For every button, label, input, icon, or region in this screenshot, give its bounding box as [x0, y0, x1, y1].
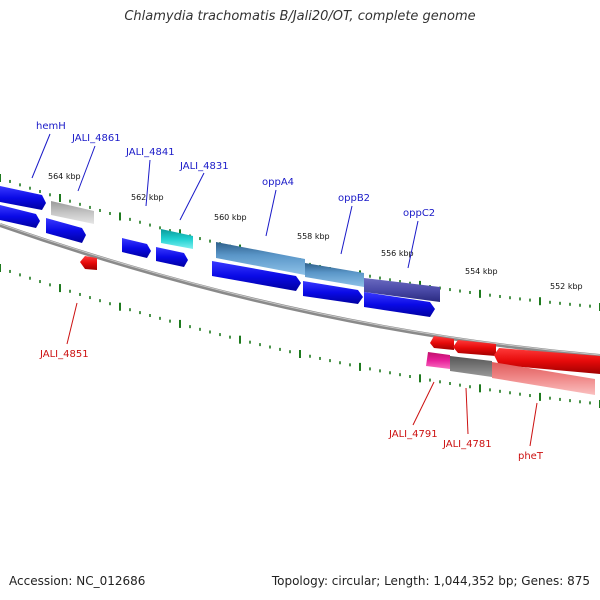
kbp-label: 560 kbp: [214, 213, 247, 222]
gene-block-JALI_4831-lane2: [156, 247, 188, 267]
leader-line: [179, 172, 205, 221]
leader-line: [145, 159, 151, 207]
kbp-scale-labels: 564 kbp 562 kbp 560 kbp 558 kbp 556 kbp …: [48, 172, 583, 291]
kbp-label: 558 kbp: [297, 232, 330, 241]
leader-line: [340, 205, 353, 255]
gene-block-oppB2-lane2: [303, 281, 363, 304]
gene-block-oppC2-lane2: [364, 292, 435, 317]
gene-block-JALI_4841: [122, 238, 151, 258]
gene-block-JALI_4781-lane2: [450, 356, 492, 377]
leader-line: [66, 302, 78, 345]
leader-line: [529, 402, 538, 447]
leader-line: [265, 189, 277, 237]
gene-block-oppA4: [216, 242, 305, 275]
gene-label-JALI_4861: JALI_4861: [71, 133, 121, 144]
genome-backbone: [0, 223, 600, 358]
gene-block-pheT-lane2: [492, 362, 595, 395]
gene-block-JALI_4841-lane2: [46, 218, 86, 243]
kbp-label: 554 kbp: [465, 267, 498, 276]
genome-stats-label: Topology: circular; Length: 1,044,352 bp…: [271, 574, 590, 588]
gene-block-JALI_4791: [430, 336, 454, 350]
leader-line: [31, 133, 51, 179]
leader-line: [465, 387, 469, 435]
gene-block-hemH-lane1: [0, 186, 46, 210]
leader-line: [77, 145, 96, 192]
genome-backbone-highlight: [0, 223, 600, 356]
forward-gene-blocks: [0, 186, 440, 317]
leader-line: [412, 381, 435, 426]
kbp-label: 564 kbp: [48, 172, 81, 181]
gene-block-oppA4-lane2: [212, 261, 301, 291]
lower-tick-row: [0, 264, 600, 408]
kbp-label: 562 kbp: [131, 193, 164, 202]
gene-block-oppB2: [305, 263, 364, 287]
reverse-gene-blocks: [80, 256, 600, 395]
leader-line: [407, 220, 419, 269]
kbp-label: 552 kbp: [550, 282, 583, 291]
gene-label-oppC2: oppC2: [403, 208, 435, 219]
gene-block-hemH-lane2: [0, 205, 40, 228]
gene-block-pheT: [494, 348, 600, 374]
gene-label-JALI_4851: JALI_4851: [39, 349, 89, 360]
forward-gene-labels: hemH JALI_4861 JALI_4841 JALI_4831 oppA4…: [31, 121, 435, 269]
gene-label-oppB2: oppB2: [338, 193, 370, 204]
gene-block-JALI_4851: [80, 256, 97, 270]
genome-title: Chlamydia trachomatis B/Jali20/OT, compl…: [124, 9, 476, 24]
gene-block-oppC2: [364, 278, 440, 302]
kbp-label: 556 kbp: [381, 249, 414, 258]
gene-label-JALI_4791: JALI_4791: [388, 429, 438, 440]
gene-label-oppA4: oppA4: [262, 177, 294, 188]
upper-tick-row: [0, 174, 600, 311]
gene-label-hemH: hemH: [36, 121, 66, 132]
gene-label-JALI_4841: JALI_4841: [125, 147, 175, 158]
gene-label-pheT: pheT: [518, 451, 544, 462]
gene-label-JALI_4781: JALI_4781: [442, 439, 492, 450]
gene-block-JALI_4831: [161, 229, 193, 249]
gene-block-JALI_4791-lane2: [426, 352, 450, 369]
gene-label-JALI_4831: JALI_4831: [179, 161, 229, 172]
reverse-gene-labels: JALI_4851 JALI_4791 JALI_4781 pheT: [39, 302, 544, 462]
accession-label: Accession: NC_012686: [9, 574, 146, 588]
gene-block-JALI_4781: [453, 340, 496, 356]
gene-block-JALI_4861: [51, 201, 94, 224]
